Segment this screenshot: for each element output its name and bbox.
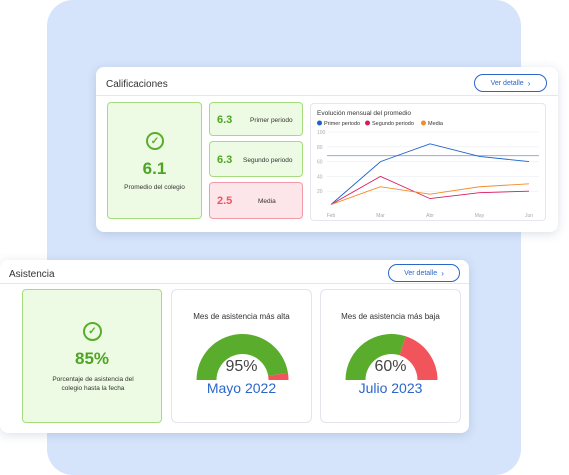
- x-tick-label: May: [475, 213, 485, 219]
- period-box-3: 2.5 Media: [209, 182, 303, 219]
- check-circle-icon: ✓: [83, 322, 102, 341]
- attendance-card: Asistencia Ver detalle › ✓ 85% Porcentaj…: [0, 260, 469, 433]
- grades-divider: [96, 95, 558, 96]
- series-line: [330, 183, 530, 205]
- gauge-remainder: [399, 336, 438, 380]
- attendance-detail-button[interactable]: Ver detalle ›: [388, 264, 460, 282]
- period-label: Segundo periodo: [243, 157, 293, 164]
- attendance-divider: [0, 283, 469, 284]
- grades-card: Calificaciones Ver detalle › ✓ 6.1 Prome…: [96, 67, 558, 232]
- y-tick-label: 100: [317, 130, 326, 136]
- gauge-title: Mes de asistencia más alta: [193, 312, 290, 321]
- grades-detail-label: Ver detalle: [490, 79, 524, 87]
- period-value: 6.3: [217, 114, 233, 126]
- period-value: 2.5: [217, 195, 233, 207]
- legend-label: Primer periodo: [324, 121, 360, 127]
- period-label: Media: [258, 198, 276, 205]
- gauge-month: Mayo 2022: [206, 380, 277, 396]
- highest-attendance-card: Mes de asistencia más alta 95% Mayo 2022: [171, 289, 312, 423]
- gauge-remainder: [268, 372, 289, 380]
- x-tick-label: Feb: [327, 213, 336, 219]
- attendance-percentage-label: Porcentaje de asistencia del colegio has…: [52, 376, 134, 392]
- chart-title: Evolución mensual del promedio: [317, 110, 411, 117]
- school-average-label: Promedio del colegio: [124, 184, 185, 191]
- lowest-attendance-card: Mes de asistencia más baja 60% Julio 202…: [320, 289, 461, 423]
- attendance-detail-label: Ver detalle: [404, 269, 438, 277]
- legend-marker: [317, 120, 322, 126]
- chevron-right-icon: ›: [441, 268, 444, 278]
- check-circle-icon: ✓: [146, 132, 164, 150]
- attendance-percentage-box: ✓ 85% Porcentaje de asistencia del coleg…: [22, 289, 162, 423]
- period-label: Primer periodo: [250, 117, 293, 124]
- series-line: [330, 143, 530, 205]
- gauge-chart: [345, 334, 438, 380]
- period-value: 6.3: [217, 154, 233, 166]
- y-tick-label: 20: [317, 189, 323, 195]
- gauge-value: 95%: [225, 358, 258, 375]
- x-tick-label: Abr: [426, 213, 434, 219]
- legend-label: Segundo periodo: [372, 121, 414, 127]
- x-tick-label: Jun: [525, 213, 533, 219]
- series-line: [330, 175, 530, 205]
- period-box-1: 6.3 Primer periodo: [209, 102, 303, 136]
- attendance-percentage-value: 85%: [74, 349, 110, 368]
- gauge-fill: [345, 334, 406, 380]
- legend-marker: [365, 120, 370, 126]
- chevron-right-icon: ›: [527, 78, 531, 88]
- gauge-month: Julio 2023: [358, 380, 423, 396]
- school-average-value: 6.1: [142, 159, 167, 178]
- gauge-title: Mes de asistencia más baja: [341, 312, 440, 321]
- school-average-box: ✓ 6.1 Promedio del colegio: [107, 102, 202, 219]
- y-tick-label: 80: [317, 145, 323, 151]
- x-tick-label: Mar: [376, 213, 385, 219]
- y-tick-label: 60: [317, 160, 323, 166]
- line-chart-svg: Evolución mensual del promedio Primer per…: [317, 110, 539, 219]
- y-tick-label: 40: [317, 174, 323, 180]
- attendance-title: Asistencia: [9, 269, 55, 280]
- legend-marker: [421, 120, 426, 126]
- grades-title: Calificaciones: [106, 79, 168, 90]
- gauge-chart: [196, 334, 289, 380]
- grades-chart: Evolución mensual del promedio Primer per…: [310, 103, 546, 221]
- gauge-value: 60%: [374, 358, 407, 375]
- period-box-2: 6.3 Segundo periodo: [209, 141, 303, 177]
- legend-label: Media: [428, 121, 444, 127]
- grades-detail-button[interactable]: Ver detalle ›: [474, 74, 547, 92]
- gauge-fill: [196, 334, 288, 380]
